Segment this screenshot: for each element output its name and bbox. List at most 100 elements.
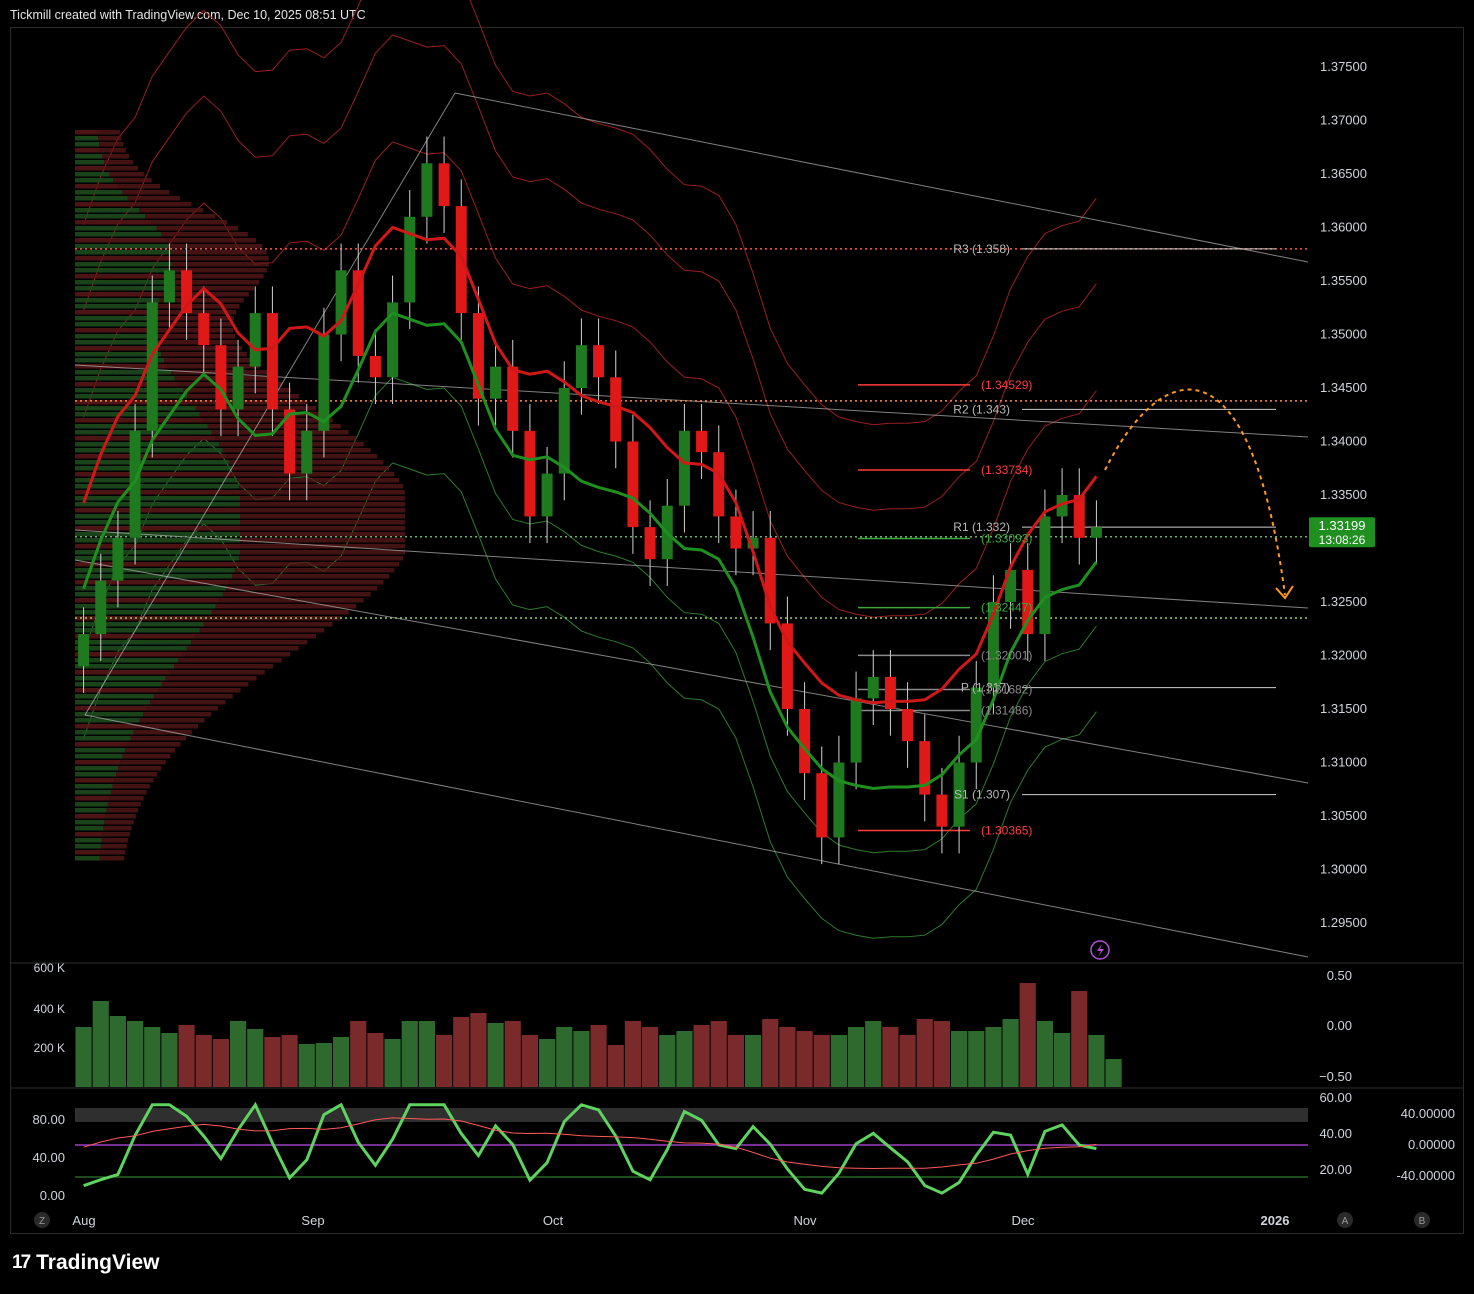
profile-bar: [232, 574, 390, 579]
profile-bar: [75, 568, 235, 573]
profile-bar: [104, 820, 134, 825]
auto-scale-button-label: A: [1342, 1216, 1349, 1227]
scale-z-button[interactable]: Z: [34, 1212, 50, 1228]
candle-body: [575, 345, 587, 388]
profile-bar: [158, 346, 243, 351]
volume-bar: [1036, 1021, 1053, 1087]
candle-body: [713, 452, 725, 517]
profile-bar: [186, 646, 299, 651]
countdown: 13:08:26: [1319, 533, 1366, 547]
profile-bar: [125, 748, 176, 753]
profile-bar: [75, 322, 154, 327]
candle-body: [301, 430, 313, 474]
profile-bar: [75, 532, 240, 537]
volume-osc-tick: −0.50: [1319, 1069, 1352, 1084]
profile-bar: [75, 574, 233, 579]
volume-bar: [916, 1019, 933, 1087]
profile-bar: [75, 190, 123, 195]
candle-body: [1005, 569, 1017, 602]
profile-bar: [101, 838, 129, 843]
profile-bar: [75, 172, 110, 177]
candle-body: [627, 441, 639, 528]
candle-body: [833, 762, 845, 838]
volume-bar: [384, 1039, 401, 1087]
osc-mid-tick: 60.00: [1319, 1090, 1352, 1105]
time-label: Aug: [72, 1213, 95, 1228]
profile-bar: [207, 424, 341, 429]
candle-body: [799, 709, 811, 774]
candle-body: [352, 270, 364, 356]
tradingview-logo[interactable]: 17 TradingView: [12, 1251, 159, 1275]
profile-bar: [240, 544, 405, 549]
pivot-label: S1 (1.307): [954, 788, 1010, 802]
profile-bar: [75, 292, 162, 297]
profile-bar: [207, 616, 341, 621]
profile-bar: [211, 430, 349, 435]
profile-bar: [150, 700, 226, 705]
volume-bar: [1019, 983, 1036, 1087]
price-tick: 1.29500: [1320, 915, 1367, 930]
profile-bar: [75, 778, 115, 783]
profile-bar: [75, 274, 170, 279]
volume-bar: [298, 1044, 315, 1087]
fib-label: (1.31486): [981, 703, 1032, 717]
current-price-tag: [1309, 517, 1375, 548]
watermark-header: Tickmill created with TradingView.com, D…: [10, 8, 366, 22]
profile-bar: [75, 328, 155, 333]
fib-label: (1.33093): [981, 532, 1032, 546]
profile-bar: [75, 472, 235, 477]
profile-bar: [240, 502, 405, 507]
fib-label: (1.32001): [981, 648, 1032, 662]
candle-body: [524, 430, 536, 517]
volume-osc-tick: 0.50: [1327, 968, 1352, 983]
profile-bar: [161, 232, 248, 237]
profile-bar: [75, 634, 196, 639]
profile-bar: [75, 334, 156, 339]
profile-bar: [75, 652, 183, 657]
profile-bar: [75, 262, 172, 267]
profile-bar: [75, 460, 230, 465]
profile-bar: [234, 472, 395, 477]
volume-bar: [830, 1035, 847, 1087]
profile-bar: [75, 286, 165, 291]
profile-bar: [75, 844, 101, 849]
pivot-label: R3 (1.358): [953, 242, 1010, 256]
profile-bar: [75, 436, 216, 441]
profile-bar: [178, 382, 283, 387]
profile-bar: [75, 610, 212, 615]
profile-bar: [75, 850, 101, 855]
profile-bar: [75, 250, 171, 255]
volume-bar: [573, 1031, 590, 1087]
candle-body: [472, 313, 484, 399]
volume-bar: [367, 1033, 384, 1087]
profile-bar: [102, 154, 130, 159]
volume-bar: [315, 1043, 332, 1087]
profile-bar: [75, 730, 134, 735]
profile-bar: [240, 496, 405, 501]
profile-bar: [75, 178, 114, 183]
price-tick: 1.34500: [1320, 380, 1367, 395]
profile-bar: [100, 844, 127, 849]
profile-bar: [75, 382, 179, 387]
candle-body: [867, 676, 879, 699]
profile-bar: [75, 736, 131, 741]
profile-bar: [75, 184, 118, 189]
volume-bar: [281, 1035, 298, 1087]
profile-bar: [165, 676, 257, 681]
profile-bar: [110, 790, 147, 795]
profile-bar: [240, 526, 405, 531]
profile-bar: [157, 304, 240, 309]
auto-scale-button[interactable]: A: [1337, 1212, 1353, 1228]
candle-body: [318, 334, 330, 431]
profile-bar: [75, 676, 166, 681]
profile-bar: [75, 586, 227, 591]
scale-b-button[interactable]: B: [1414, 1212, 1430, 1228]
profile-bar: [156, 226, 239, 231]
candle-body: [1073, 495, 1085, 538]
profile-bar: [75, 592, 223, 597]
volume-bar: [1088, 1035, 1105, 1087]
profile-bar: [240, 490, 405, 495]
volume-bar: [642, 1027, 659, 1087]
price-tick: 1.37000: [1320, 113, 1367, 128]
